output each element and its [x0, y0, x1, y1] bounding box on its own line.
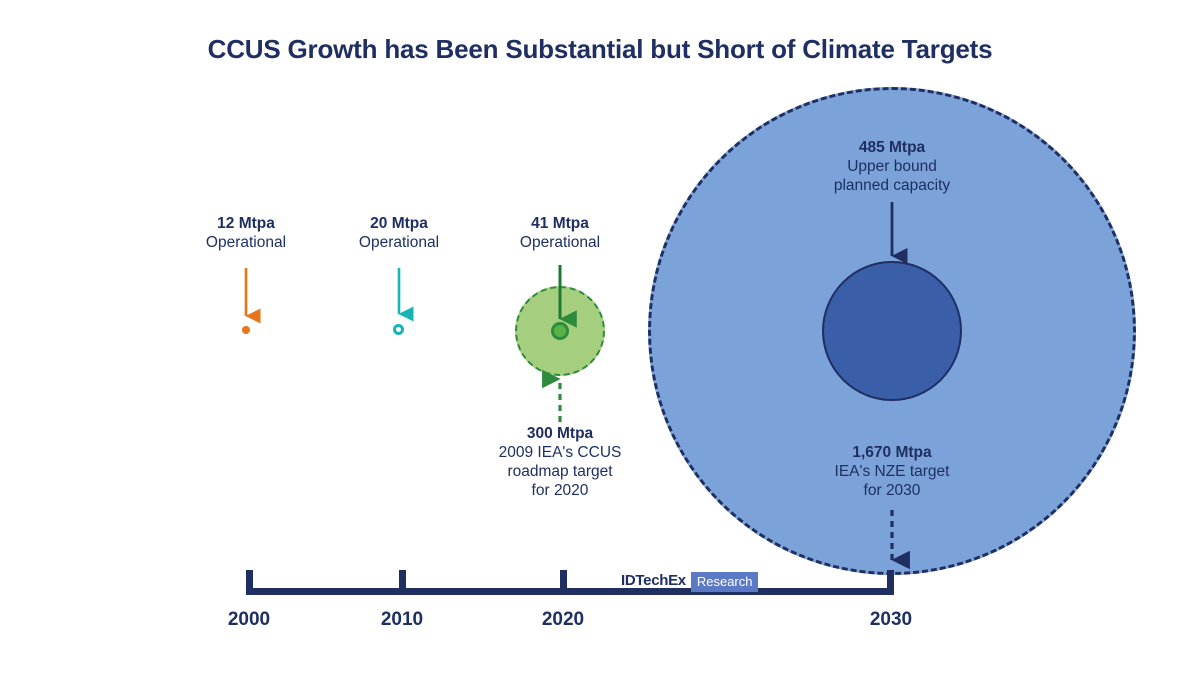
timeline-tick-2000 — [246, 570, 253, 592]
timeline-axis — [246, 588, 894, 595]
brand-name: IDTechEx — [621, 572, 686, 592]
label-2000-value: 12 Mtpa — [217, 215, 275, 232]
label-2020-target: 300 Mtpa 2009 IEA's CCUS roadmap target … — [465, 425, 655, 501]
label-2000-desc: Operational — [205, 233, 287, 251]
timeline-tick-2020 — [560, 570, 567, 592]
label-2000: 12 Mtpa Operational — [186, 215, 306, 253]
label-2010-value: 20 Mtpa — [370, 215, 428, 232]
timeline-year-2030: 2030 — [869, 609, 913, 630]
label-2030-planned-value: 485 Mtpa — [858, 139, 926, 156]
timeline-year-2000: 2000 — [227, 609, 271, 630]
label-2030-planned-line1: Upper bound — [847, 157, 937, 175]
data-marker-2000 — [242, 326, 250, 334]
label-2010-desc: Operational — [358, 233, 440, 251]
label-2020-desc: Operational — [519, 233, 601, 251]
timeline-year-2010: 2010 — [380, 609, 424, 630]
label-2020-target-line2: roadmap target — [507, 462, 613, 480]
label-2020-target-line1: 2009 IEA's CCUS — [498, 443, 622, 461]
data-circle-2030-planned — [822, 261, 962, 401]
brand-logo: IDTechEx Research — [621, 572, 759, 592]
label-2030-nze-line2: for 2030 — [863, 481, 921, 499]
label-2030-planned-line2: planned capacity — [833, 176, 951, 194]
timeline-tick-2030 — [887, 570, 894, 592]
page-title: CCUS Growth has Been Substantial but Sho… — [207, 34, 993, 64]
data-marker-2020 — [551, 322, 569, 340]
label-2020-value: 41 Mtpa — [531, 215, 589, 232]
label-2020-target-value: 300 Mtpa — [526, 425, 594, 442]
label-2030-nze-value: 1,670 Mtpa — [852, 444, 932, 461]
brand-badge: Research — [690, 572, 759, 592]
data-marker-2010 — [393, 324, 404, 335]
label-2020-target-line3: for 2020 — [531, 481, 589, 499]
label-2030-nze-line1: IEA's NZE target — [834, 462, 950, 480]
label-2030-planned: 485 Mtpa Upper bound planned capacity — [792, 139, 992, 196]
timeline-tick-2010 — [399, 570, 406, 592]
timeline-year-2020: 2020 — [541, 609, 585, 630]
label-2020-operational: 41 Mtpa Operational — [500, 215, 620, 253]
label-2030-nze: 1,670 Mtpa IEA's NZE target for 2030 — [792, 444, 992, 501]
label-2010: 20 Mtpa Operational — [339, 215, 459, 253]
